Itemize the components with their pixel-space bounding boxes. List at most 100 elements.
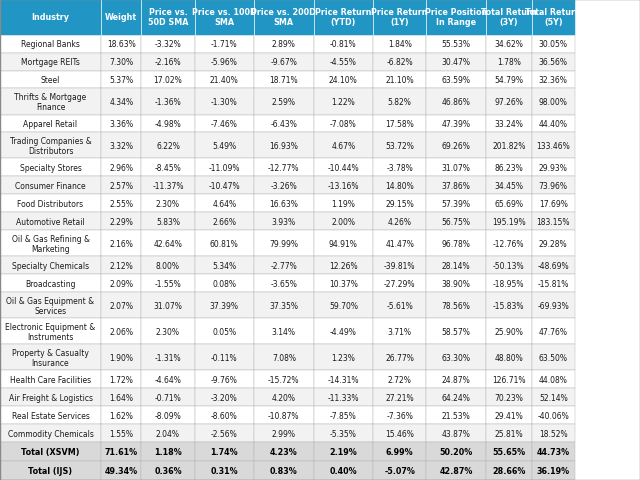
Text: 2.66%: 2.66% (212, 217, 236, 227)
Text: 4.20%: 4.20% (272, 393, 296, 402)
Bar (426, 371, 486, 388)
Text: 21.53%: 21.53% (442, 411, 470, 420)
Text: Industry: Industry (31, 13, 70, 22)
Bar (254, 36, 314, 53)
Text: 36.19%: 36.19% (537, 466, 570, 475)
Bar (0, 0, 101, 36)
Text: Price Position
In Range: Price Position In Range (425, 8, 487, 27)
Text: 69.26%: 69.26% (442, 142, 470, 151)
Text: -15.72%: -15.72% (268, 375, 300, 384)
Bar (426, 407, 486, 424)
Text: Steel: Steel (41, 76, 60, 85)
Text: Regional Banks: Regional Banks (21, 40, 80, 49)
Text: -27.29%: -27.29% (384, 279, 415, 288)
Bar (141, 461, 195, 480)
Bar (426, 231, 486, 257)
Bar (532, 0, 575, 36)
Text: 12.26%: 12.26% (329, 261, 358, 270)
Text: -3.78%: -3.78% (387, 164, 413, 173)
Text: -6.43%: -6.43% (271, 120, 297, 129)
Bar (426, 115, 486, 133)
Bar (426, 442, 486, 461)
Text: Total (XSVM): Total (XSVM) (21, 447, 80, 456)
Bar (254, 213, 314, 231)
Text: 0.08%: 0.08% (212, 279, 236, 288)
Text: -13.16%: -13.16% (328, 181, 359, 191)
Bar (195, 275, 254, 293)
Bar (486, 257, 532, 275)
Bar (141, 388, 195, 407)
Bar (0, 407, 101, 424)
Text: 42.64%: 42.64% (154, 240, 182, 248)
Bar (314, 36, 373, 53)
Bar (195, 177, 254, 195)
Bar (254, 89, 314, 115)
Text: 1.18%: 1.18% (154, 447, 182, 456)
Bar (141, 424, 195, 442)
Bar (195, 213, 254, 231)
Text: 48.80%: 48.80% (495, 353, 523, 362)
Text: -8.45%: -8.45% (155, 164, 181, 173)
Bar (101, 133, 141, 159)
Text: -11.09%: -11.09% (209, 164, 240, 173)
Text: 86.23%: 86.23% (495, 164, 523, 173)
Text: -6.82%: -6.82% (387, 58, 413, 67)
Text: 0.36%: 0.36% (154, 466, 182, 475)
Text: 37.39%: 37.39% (210, 301, 239, 310)
Bar (532, 213, 575, 231)
Bar (0, 213, 101, 231)
Bar (373, 159, 426, 177)
Bar (532, 177, 575, 195)
Bar (254, 371, 314, 388)
Text: -14.31%: -14.31% (328, 375, 359, 384)
Text: 8.00%: 8.00% (156, 261, 180, 270)
Bar (426, 461, 486, 480)
Bar (532, 442, 575, 461)
Text: 18.63%: 18.63% (107, 40, 136, 49)
Bar (314, 275, 373, 293)
Bar (426, 177, 486, 195)
Bar (195, 319, 254, 345)
Text: 15.46%: 15.46% (385, 429, 414, 438)
Text: 1.22%: 1.22% (332, 98, 355, 107)
Text: 2.72%: 2.72% (388, 375, 412, 384)
Bar (101, 195, 141, 213)
Text: Price vs. 200D
SMA: Price vs. 200D SMA (252, 8, 316, 27)
Text: 0.83%: 0.83% (270, 466, 298, 475)
Text: Apparel Retail: Apparel Retail (24, 120, 77, 129)
Text: 36.56%: 36.56% (539, 58, 568, 67)
Bar (314, 133, 373, 159)
Bar (101, 407, 141, 424)
Text: 42.87%: 42.87% (439, 466, 473, 475)
Bar (314, 72, 373, 89)
Text: Electronic Equipment &
Instruments: Electronic Equipment & Instruments (5, 322, 96, 341)
Text: 63.30%: 63.30% (442, 353, 470, 362)
Text: -9.67%: -9.67% (271, 58, 297, 67)
Text: -8.09%: -8.09% (155, 411, 181, 420)
Text: -10.87%: -10.87% (268, 411, 300, 420)
Bar (426, 388, 486, 407)
Bar (101, 177, 141, 195)
Bar (486, 133, 532, 159)
Text: 126.71%: 126.71% (492, 375, 525, 384)
Bar (195, 133, 254, 159)
Bar (532, 424, 575, 442)
Text: 47.76%: 47.76% (539, 327, 568, 336)
Text: 79.99%: 79.99% (269, 240, 298, 248)
Bar (141, 53, 195, 72)
Text: 3.14%: 3.14% (272, 327, 296, 336)
Text: 18.71%: 18.71% (269, 76, 298, 85)
Bar (426, 53, 486, 72)
Bar (101, 442, 141, 461)
Bar (0, 424, 101, 442)
Text: 28.66%: 28.66% (492, 466, 525, 475)
Text: 37.35%: 37.35% (269, 301, 298, 310)
Bar (141, 275, 195, 293)
Text: -7.85%: -7.85% (330, 411, 356, 420)
Bar (254, 319, 314, 345)
Bar (373, 36, 426, 53)
Text: 2.89%: 2.89% (272, 40, 296, 49)
Text: -50.13%: -50.13% (493, 261, 525, 270)
Text: -3.65%: -3.65% (271, 279, 297, 288)
Bar (314, 53, 373, 72)
